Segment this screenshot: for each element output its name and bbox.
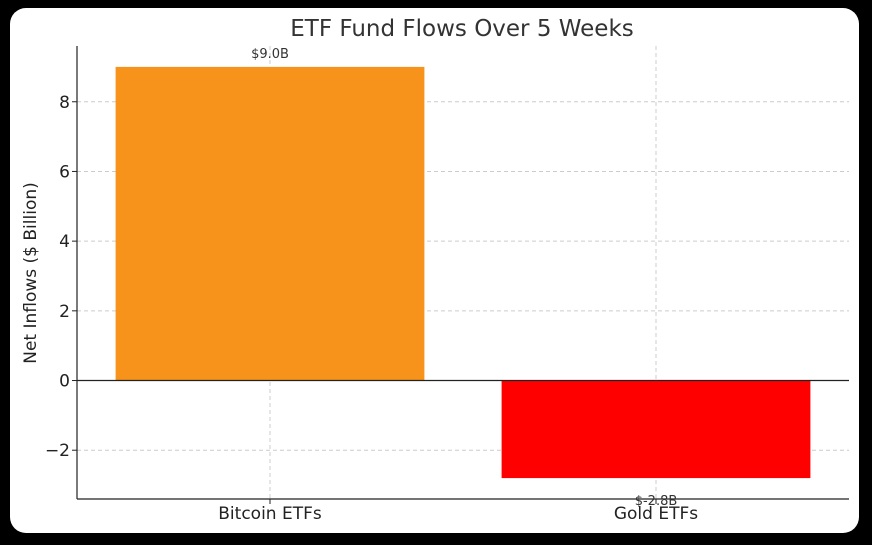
x-tick-label: Bitcoin ETFs bbox=[218, 504, 322, 524]
bar-gold-etfs bbox=[501, 380, 811, 479]
y-tick-label: 8 bbox=[59, 93, 70, 113]
x-tick-label: Gold ETFs bbox=[614, 504, 698, 524]
y-tick-label: 2 bbox=[59, 302, 70, 322]
data-labels: $9.0B $-2.8B bbox=[251, 47, 677, 509]
y-ticks: −2 0 2 4 6 8 bbox=[45, 93, 77, 461]
data-label: $9.0B bbox=[251, 47, 289, 62]
y-tick-label: −2 bbox=[45, 441, 70, 461]
y-tick-label: 0 bbox=[59, 372, 70, 392]
y-axis-label: Net Inflows ($ Billion) bbox=[21, 182, 41, 364]
bar-bitcoin-etfs bbox=[115, 66, 425, 381]
chart-frame: −2 0 2 4 6 8 Bitcoin ETFs Gold ETFs $9.0B $-2.8… bbox=[10, 8, 859, 533]
x-ticks: Bitcoin ETFs Gold ETFs bbox=[218, 499, 698, 524]
data-label: $-2.8B bbox=[635, 494, 678, 509]
bars bbox=[115, 66, 811, 479]
y-tick-label: 4 bbox=[59, 232, 70, 252]
y-tick-label: 6 bbox=[59, 162, 70, 182]
bar-chart: −2 0 2 4 6 8 Bitcoin ETFs Gold ETFs $9.0B $-2.8… bbox=[21, 16, 849, 524]
axes bbox=[76, 46, 849, 500]
chart-title: ETF Fund Flows Over 5 Weeks bbox=[290, 16, 634, 42]
